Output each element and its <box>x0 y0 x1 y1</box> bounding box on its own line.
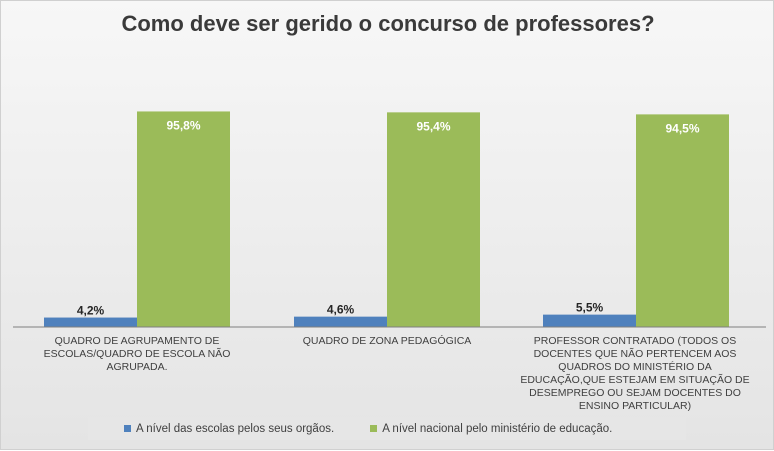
category-label: QUADRO DE ZONA PEDAGÓGICA <box>302 335 472 347</box>
category-label: PROFESSOR CONTRATADO (TODOS OS DOCENTES … <box>520 335 750 412</box>
data-label: 94,5% <box>665 121 699 135</box>
data-label: 95,8% <box>166 118 200 132</box>
bar-nacional <box>137 111 230 327</box>
data-label: 4,6% <box>327 303 355 317</box>
data-label: 4,2% <box>77 304 105 318</box>
legend: A nível das escolas pelos seus orgãos. A… <box>88 417 686 440</box>
legend-swatch <box>124 425 131 432</box>
bar-escolas <box>543 314 636 327</box>
legend-swatch <box>370 425 378 432</box>
bar-nacional <box>636 114 729 327</box>
data-label: 5,5% <box>576 301 604 315</box>
bar-escolas <box>44 317 137 327</box>
legend-label: A nível das escolas pelos seus orgãos. <box>136 422 335 435</box>
legend-item: A nível nacional pelo ministério de educ… <box>370 423 612 435</box>
legend-item: A nível das escolas pelos seus orgãos. <box>124 423 334 435</box>
legend-label: A nível nacional pelo ministério de educ… <box>382 422 613 435</box>
bar-escolas <box>294 316 387 327</box>
category-label: QUADRO DE AGRUPAMENTO DE ESCOLAS/QUADRO … <box>43 335 231 373</box>
bar-nacional <box>387 112 480 327</box>
chart-title: Como deve ser gerido o concurso de profe… <box>121 11 655 36</box>
data-label: 95,4% <box>416 119 450 133</box>
